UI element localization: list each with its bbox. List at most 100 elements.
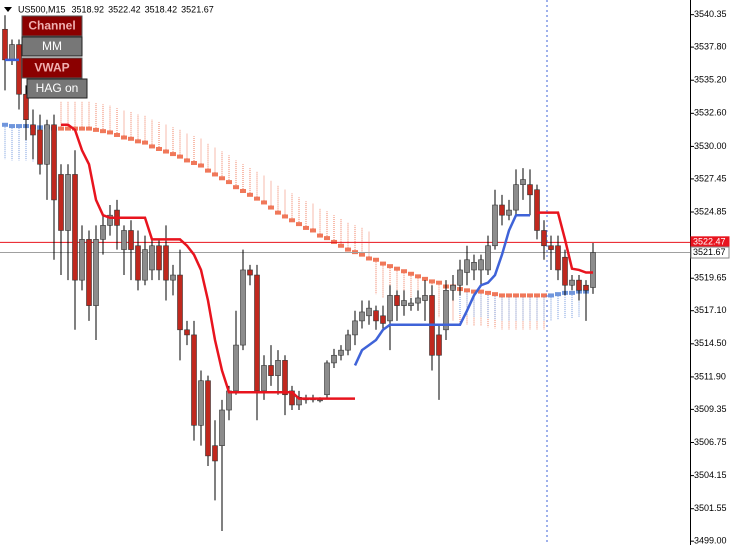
y-tick-label: 3501.55: [694, 503, 727, 513]
channel-mid: [226, 180, 232, 185]
channel-mid: [401, 269, 407, 274]
candle-body: [324, 362, 330, 396]
candle-body: [464, 259, 470, 273]
channel-mid: [240, 189, 246, 194]
candle-body: [387, 295, 393, 322]
channel-mid: [107, 130, 113, 135]
button[interactable]: [26, 78, 88, 99]
candle-body: [261, 365, 267, 392]
channel-mid: [296, 222, 302, 227]
channel-mid: [191, 160, 197, 165]
channel-mid: [86, 126, 92, 131]
price-axis: 3540.35 3537.80 3535.20 3532.60 3530.00 3527.…: [690, 9, 730, 545]
candle-body: [142, 249, 148, 281]
candle-body: [23, 93, 29, 120]
candle-body: [499, 204, 505, 216]
candle-body: [170, 274, 176, 281]
candle-body: [520, 179, 526, 185]
candle-body: [443, 290, 449, 331]
candle-body: [534, 189, 540, 231]
channel-mid: [548, 293, 554, 298]
channel-mid: [338, 243, 344, 248]
candle-body: [268, 365, 274, 376]
indicator-line: [5, 58, 530, 366]
candle-body: [177, 274, 183, 331]
channel-mid: [422, 276, 428, 281]
candle-body: [247, 269, 253, 276]
candle-body: [408, 302, 414, 306]
channel-mid: [303, 225, 309, 230]
candle-body: [100, 225, 106, 240]
channel-mid: [128, 136, 134, 141]
button-label[interactable]: MM: [42, 39, 62, 53]
candle-body: [436, 334, 442, 356]
candle-body: [16, 44, 22, 95]
candle-body: [562, 256, 568, 286]
price-label-box: [690, 246, 730, 259]
candle-body: [65, 174, 71, 231]
button-label[interactable]: Channel: [28, 19, 75, 33]
button-label[interactable]: HAG on: [36, 81, 79, 95]
candle-body: [107, 214, 113, 226]
candle-body: [394, 295, 400, 306]
y-tick-label: 3532.60: [694, 108, 727, 118]
channel-mid: [289, 218, 295, 223]
channel-mid: [247, 192, 253, 197]
button-label[interactable]: VWAP: [34, 61, 69, 75]
channel-mid: [394, 266, 400, 271]
candle-body: [51, 124, 57, 201]
channel-mid: [464, 288, 470, 293]
channel-mid: [359, 252, 365, 257]
y-tick-label: 3530.00: [694, 141, 727, 151]
channel-mid: [219, 176, 225, 181]
header-value: 3518.42: [145, 4, 178, 14]
channel-mid: [408, 271, 414, 276]
channel-mid: [429, 279, 435, 284]
channel-mid: [198, 163, 204, 168]
candle-body: [191, 334, 197, 426]
candle-body: [366, 307, 372, 317]
channel-mid: [254, 196, 260, 201]
candle-body: [128, 230, 134, 250]
channel-mid: [156, 146, 162, 151]
channel-mid: [121, 135, 127, 140]
candle-body: [331, 354, 337, 364]
price-label: 3522.47: [693, 237, 726, 247]
button[interactable]: [21, 15, 83, 37]
candle-body: [471, 262, 477, 271]
y-tick-label: 3504.15: [694, 470, 727, 480]
candle-body: [2, 28, 8, 61]
channel-mid: [268, 205, 274, 210]
channel-mid: [492, 292, 498, 297]
candle-body: [121, 230, 127, 250]
channel-mid: [415, 274, 421, 279]
button[interactable]: [21, 36, 83, 57]
channel-mid: [282, 214, 288, 219]
indicator-line: [61, 123, 593, 400]
y-tick-label: 3527.45: [694, 173, 727, 183]
candle-body: [156, 245, 162, 271]
y-tick-label: 3524.85: [694, 206, 727, 216]
button[interactable]: [21, 57, 83, 79]
candle-body: [506, 209, 512, 216]
channel-mid: [520, 293, 526, 298]
channel-mid: [184, 158, 190, 163]
channel-mid: [310, 228, 316, 233]
candle-body: [289, 390, 295, 406]
channel-mid: [177, 154, 183, 159]
candle-body: [79, 239, 85, 281]
plot-area: [0, 15, 690, 531]
candle-body: [233, 344, 239, 392]
menu-arrow[interactable]: [4, 7, 12, 12]
y-tick-label: 3537.80: [694, 41, 727, 51]
channel-mid: [534, 293, 540, 298]
y-tick-label: 3535.20: [694, 75, 727, 85]
candle-body: [93, 239, 99, 306]
candle-body: [548, 245, 554, 250]
y-tick-label: 3506.75: [694, 437, 727, 447]
buttons: Channel MM VWAP HAG on: [21, 15, 88, 99]
channel-mid: [366, 256, 372, 261]
